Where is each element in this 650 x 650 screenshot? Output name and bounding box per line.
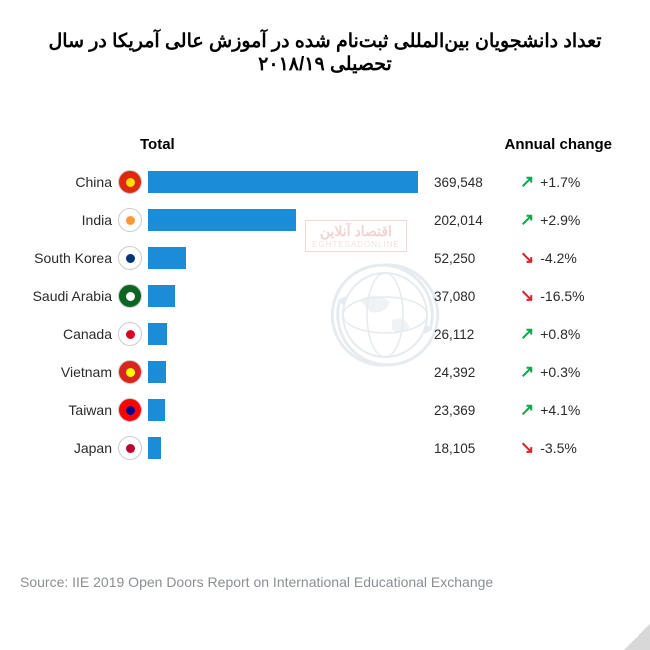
value-label: 23,369 [434, 403, 475, 418]
header-annual: Annual change [504, 136, 630, 153]
country-label: Taiwan [20, 402, 118, 418]
change-value: +1.7% [540, 174, 580, 190]
bar-area [148, 399, 428, 421]
chart-row: China 369,548 ↗ +1.7% [20, 167, 630, 197]
value-label: 52,250 [434, 251, 475, 266]
bar-area [148, 171, 428, 193]
chart-row: Taiwan 23,369 ↗ +4.1% [20, 395, 630, 425]
bar-area [148, 437, 428, 459]
change-value: +2.9% [540, 212, 580, 228]
chart-row: Vietnam 24,392 ↗ +0.3% [20, 357, 630, 387]
change-value: +0.3% [540, 364, 580, 380]
flag-icon [118, 284, 142, 308]
value-label: 24,392 [434, 365, 475, 380]
arrow-down-icon: ↘ [520, 286, 534, 306]
bar-area [148, 285, 428, 307]
bar-area [148, 209, 428, 231]
country-label: Canada [20, 326, 118, 342]
bar [148, 323, 167, 345]
chart-row: Canada 26,112 ↗ +0.8% [20, 319, 630, 349]
arrow-up-icon: ↗ [520, 400, 534, 420]
annual-change: ↗ +4.1% [520, 400, 630, 420]
chart-frame: تعداد دانشجویان بین‌المللی ثبت‌نام شده د… [0, 0, 650, 650]
bar-area [148, 361, 428, 383]
arrow-up-icon: ↗ [520, 362, 534, 382]
bar [148, 399, 165, 421]
change-value: -16.5% [540, 288, 584, 304]
bar-area [148, 323, 428, 345]
change-value: +4.1% [540, 402, 580, 418]
value-label: 18,105 [434, 441, 475, 456]
arrow-up-icon: ↗ [520, 172, 534, 192]
annual-change: ↘ -16.5% [520, 286, 630, 306]
bar-chart: Total Annual change China 369,548 ↗ +1.7% In… [20, 136, 630, 463]
bar-area [148, 247, 428, 269]
flag-icon [118, 322, 142, 346]
arrow-up-icon: ↗ [520, 324, 534, 344]
bar [148, 247, 186, 269]
source-text: Source: IIE 2019 Open Doors Report on In… [20, 574, 493, 590]
bar [148, 171, 418, 193]
flag-icon [118, 208, 142, 232]
value-label: 26,112 [434, 327, 474, 342]
annual-change: ↘ -4.2% [520, 248, 630, 268]
arrow-down-icon: ↘ [520, 248, 534, 268]
bar [148, 361, 166, 383]
country-label: Vietnam [20, 364, 118, 380]
chart-row: South Korea 52,250 ↘ -4.2% [20, 243, 630, 273]
country-label: South Korea [20, 250, 118, 266]
annual-change: ↗ +1.7% [520, 172, 630, 192]
country-label: India [20, 212, 118, 228]
annual-change: ↘ -3.5% [520, 438, 630, 458]
value-label: 369,548 [434, 175, 483, 190]
change-value: -3.5% [540, 440, 577, 456]
flag-icon [118, 436, 142, 460]
chart-rows: China 369,548 ↗ +1.7% India 202,014 ↗ +2.9% Sout… [20, 167, 630, 463]
annual-change: ↗ +2.9% [520, 210, 630, 230]
bar [148, 285, 175, 307]
change-value: -4.2% [540, 250, 577, 266]
bar [148, 209, 296, 231]
country-label: Japan [20, 440, 118, 456]
flag-icon [118, 246, 142, 270]
page-curl [624, 624, 650, 650]
chart-row: Japan 18,105 ↘ -3.5% [20, 433, 630, 463]
flag-icon [118, 398, 142, 422]
flag-icon [118, 360, 142, 384]
header-total: Total [140, 136, 460, 153]
arrow-up-icon: ↗ [520, 210, 534, 230]
annual-change: ↗ +0.8% [520, 324, 630, 344]
bar [148, 437, 161, 459]
chart-headers: Total Annual change [20, 136, 630, 153]
value-label: 202,014 [434, 213, 483, 228]
chart-row: Saudi Arabia 37,080 ↘ -16.5% [20, 281, 630, 311]
annual-change: ↗ +0.3% [520, 362, 630, 382]
chart-title: تعداد دانشجویان بین‌المللی ثبت‌نام شده د… [20, 30, 630, 76]
country-label: China [20, 174, 118, 190]
value-label: 37,080 [434, 289, 475, 304]
arrow-down-icon: ↘ [520, 438, 534, 458]
chart-row: India 202,014 ↗ +2.9% [20, 205, 630, 235]
country-label: Saudi Arabia [20, 288, 118, 304]
flag-icon [118, 170, 142, 194]
change-value: +0.8% [540, 326, 580, 342]
